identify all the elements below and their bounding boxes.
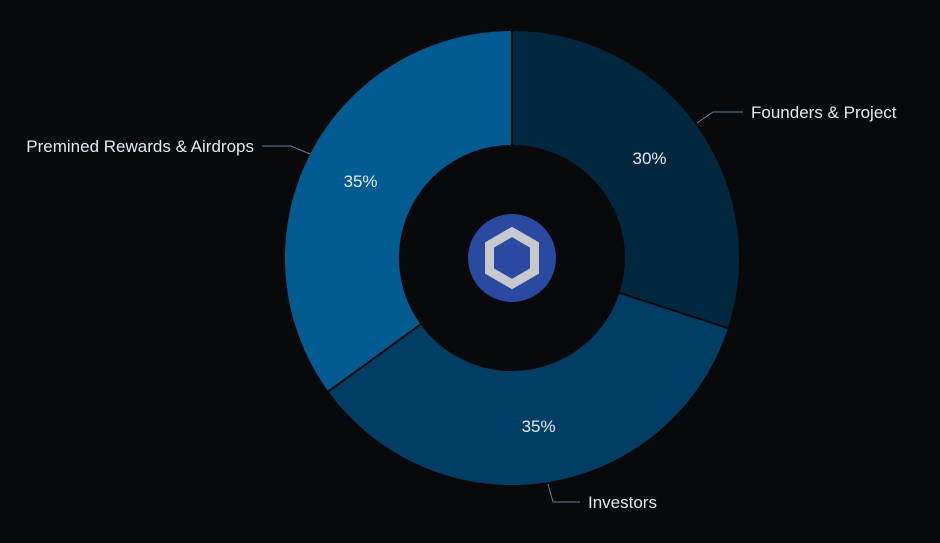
chainlink-logo-icon <box>468 214 556 302</box>
leader-lines-group <box>262 111 743 503</box>
value-labels-group: 30% 35% 35% <box>344 149 667 436</box>
logo-circle <box>468 214 556 302</box>
value-label: 35% <box>344 172 378 191</box>
category-label: Founders & Project <box>751 103 897 122</box>
leader-line <box>696 111 743 124</box>
slice-premined-rewards-airdrops[interactable] <box>283 28 513 394</box>
value-label: 35% <box>522 417 556 436</box>
slice-investors[interactable] <box>326 291 731 487</box>
slice-founders-project[interactable] <box>511 28 741 330</box>
leader-line <box>262 145 311 155</box>
category-labels-group: Founders & Project Investors Premined Rewa… <box>26 103 897 512</box>
value-label: 30% <box>633 149 667 168</box>
hexagon-icon <box>485 226 539 290</box>
leader-line <box>547 483 580 503</box>
slices-group <box>283 28 741 487</box>
category-label: Investors <box>588 493 657 512</box>
category-label: Premined Rewards & Airdrops <box>26 137 254 156</box>
